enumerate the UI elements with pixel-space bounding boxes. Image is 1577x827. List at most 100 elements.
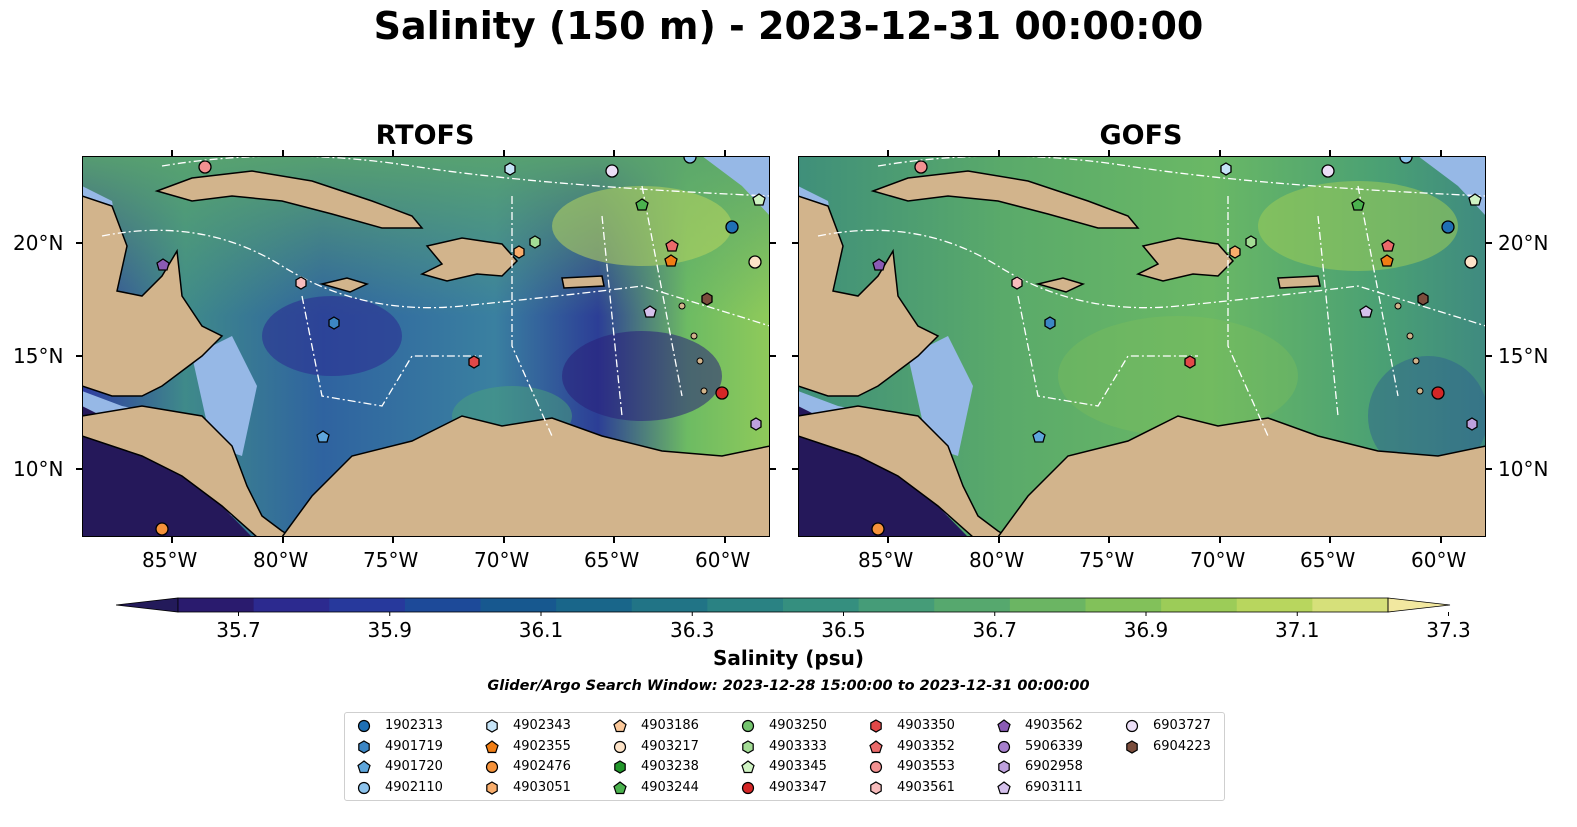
hexagon-marker-icon: [358, 739, 370, 754]
float-marker: [1468, 193, 1482, 206]
legend-item: 4903217: [613, 739, 733, 754]
shelf-area: [1418, 156, 1486, 216]
circle-marker-icon: [741, 719, 755, 733]
float-marker: [295, 276, 307, 290]
lon-tick-label: 75°W: [363, 548, 419, 572]
eez-boundary: [601, 185, 683, 417]
pentagon-marker-icon: [741, 760, 755, 774]
circle-marker-icon: [357, 781, 371, 794]
land-island: [700, 387, 708, 395]
float-marker: [1381, 239, 1395, 252]
legend-label: 6903111: [1025, 779, 1083, 795]
legend-label: 6904223: [1153, 738, 1211, 754]
legend-item: 4903561: [869, 779, 989, 795]
legend-item: 4903352: [869, 739, 989, 754]
float-marker: [725, 220, 739, 234]
shelf-area: [702, 156, 770, 216]
legend-label: 1902313: [385, 718, 443, 733]
float-marker: [468, 355, 480, 369]
legend-label: 4903333: [769, 738, 827, 754]
circle-marker-icon: [1125, 719, 1139, 733]
colorbar-tick-label: 36.9: [1123, 618, 1169, 642]
pentagon-marker-icon: [613, 719, 627, 733]
eddy: [1058, 316, 1298, 436]
colorbar-segment: [253, 598, 330, 612]
float-marker: [1417, 292, 1429, 306]
land-island: [1416, 387, 1424, 395]
float-marker: [715, 386, 729, 400]
eez-boundary: [1017, 295, 1198, 407]
map-gofs: [798, 156, 1486, 537]
float-marker: [1011, 276, 1023, 290]
land-island: [1412, 357, 1420, 365]
float-marker: [1464, 255, 1478, 269]
legend-item: 4903238: [613, 760, 733, 774]
legend-item: 4903244: [613, 780, 733, 795]
eddy: [562, 331, 722, 421]
legend-item: 4902476: [485, 760, 605, 774]
colorbar-segment: [556, 598, 633, 612]
eddy: [1258, 181, 1458, 271]
float-marker: [1359, 305, 1373, 318]
colorbar-segment: [1009, 598, 1086, 612]
land-cuba: [154, 170, 424, 229]
pentagon-marker-icon: [357, 760, 371, 774]
float-marker: [1184, 355, 1196, 369]
colorbar-extend-high: [1387, 597, 1451, 613]
float-marker: [872, 258, 886, 271]
float-marker: [316, 430, 330, 443]
legend-item: 4902355: [485, 739, 605, 754]
colorbar: [116, 597, 1451, 616]
float-marker: [701, 292, 713, 306]
search-window-text: Glider/Argo Search Window: 2023-12-28 15…: [487, 678, 1090, 694]
legend-label: 4903561: [897, 779, 955, 795]
eddy: [262, 296, 402, 376]
legend-item: 4903186: [613, 719, 733, 733]
lon-tick-label: 75°W: [1079, 548, 1135, 572]
circle-marker-icon: [357, 719, 371, 733]
float-marker: [328, 316, 340, 330]
float-marker: [752, 193, 766, 206]
legend-label: 4901720: [385, 759, 443, 774]
colorbar-segment: [858, 598, 935, 612]
float-marker: [1032, 430, 1046, 443]
map-rtofs: [82, 156, 770, 537]
float-marker: [1380, 254, 1394, 267]
legend-label: 5906339: [1025, 738, 1083, 754]
legend-item: 4903345: [741, 760, 861, 774]
colorbar-segment: [1161, 598, 1238, 612]
legend-item: 4903333: [741, 738, 861, 754]
lon-tick-label: 70°W: [474, 548, 530, 572]
eez-boundary: [161, 156, 770, 197]
colorbar-tick-label: 36.7: [972, 618, 1018, 642]
legend-item: 5906339: [997, 738, 1117, 754]
circle-marker-icon: [613, 740, 627, 753]
legend-label: 4903238: [641, 759, 699, 774]
land-hispaniola: [1135, 237, 1235, 282]
legend-label: 4902343: [513, 718, 571, 733]
float-marker: [1321, 164, 1335, 178]
land-puerto-rico: [1277, 275, 1321, 289]
float-marker: [198, 160, 212, 174]
float-marker: [1431, 386, 1445, 400]
legend-label: 4903250: [769, 718, 827, 733]
land-cuba: [870, 170, 1140, 229]
pentagon-marker-icon: [613, 780, 627, 794]
float-marker: [665, 239, 679, 252]
pentagon-marker-icon: [997, 780, 1011, 794]
legend-item: 6903727: [1125, 719, 1245, 733]
land-central-america: [82, 195, 224, 397]
lon-tick-label: 60°W: [695, 548, 751, 572]
lon-tick-label: 60°W: [1411, 548, 1467, 572]
legend-label: 4903186: [641, 718, 699, 733]
lat-tick-label: 15°N: [13, 344, 64, 368]
colorbar-tick-label: 35.7: [216, 618, 261, 642]
colorbar-tick-label: 37.1: [1274, 618, 1320, 642]
legend-label: 4901719: [385, 738, 443, 754]
eez-boundary: [877, 156, 1486, 197]
land-puerto-rico: [561, 275, 605, 289]
land-island: [1394, 302, 1402, 310]
pentagon-marker-icon: [869, 739, 883, 753]
float-marker: [748, 255, 762, 269]
legend-item: 4903350: [869, 719, 989, 733]
